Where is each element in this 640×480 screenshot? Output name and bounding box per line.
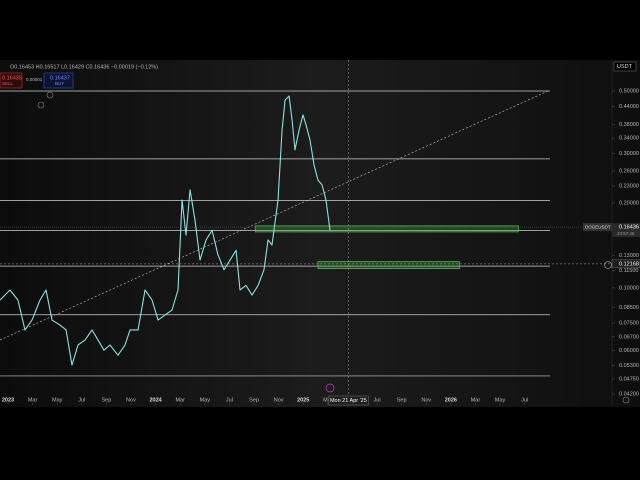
x-tick-label: 2023	[2, 397, 14, 403]
y-tick-label: 0.44000	[619, 104, 639, 110]
y-tick-label: 0.04750	[619, 376, 639, 382]
x-tick-label: Sep	[397, 397, 407, 403]
currency-box[interactable]	[613, 61, 637, 72]
x-tick-label: Mar	[28, 397, 38, 403]
y-tick-label: 0.13000	[619, 253, 639, 259]
y-tick-label: 0.23000	[619, 183, 639, 189]
x-tick-label: May	[52, 397, 63, 403]
currency: USDT	[617, 64, 633, 70]
y-tick-label: 0.34000	[619, 136, 639, 142]
y-tick-label: 0.20000	[619, 201, 639, 207]
y-tick-label: 0.10000	[619, 285, 639, 291]
trend-line	[0, 90, 549, 341]
buy-label: BUY	[55, 81, 64, 86]
x-tick-label: May	[495, 397, 506, 403]
x-tick-label: Mar	[471, 397, 481, 403]
crosshair-price-tag	[611, 259, 640, 269]
y-tick-label: 0.06000	[619, 348, 639, 354]
last-price: 0.16436	[619, 225, 639, 231]
icon[interactable]	[46, 91, 54, 99]
icon[interactable]	[37, 101, 45, 109]
spread: 0.00001	[26, 77, 43, 82]
y-tick-label: 0.50000	[619, 88, 639, 94]
crosshair-date: Mon 21 Apr '25	[330, 398, 367, 404]
x-tick-label: Sep	[102, 397, 112, 403]
plot	[0, 60, 612, 405]
x-tick-label: Mar	[323, 397, 333, 403]
x-tick-label: Nov	[421, 397, 431, 403]
chart-background	[0, 60, 640, 407]
y-tick-label: 0.38000	[619, 122, 639, 128]
x-tick-label: Nov	[274, 397, 284, 403]
x-tick-label: Jul	[521, 397, 528, 403]
price-tag	[612, 223, 640, 238]
y-tick-label: 0.11500	[619, 268, 638, 274]
y-tick-label: 0.08500	[619, 305, 639, 311]
x-tick-label: Jul	[226, 397, 233, 403]
x-tick-label: 2025	[297, 397, 309, 403]
sell-label: SELL	[2, 81, 14, 86]
x-tick-label: Jul	[78, 397, 85, 403]
x-tick-label: Mar	[175, 397, 185, 403]
sell-price: 0.16435	[2, 75, 22, 81]
event-icon[interactable]	[325, 383, 335, 393]
zone	[317, 261, 460, 270]
x-tick-label: 2026	[445, 397, 457, 403]
zone	[254, 225, 519, 233]
y-tick-label: 0.07500	[619, 321, 639, 327]
y-tick-label: 0.30000	[619, 151, 639, 157]
crosshair-date-tag	[328, 395, 369, 406]
settings-icon[interactable]	[622, 396, 630, 404]
y-tick-label: 0.04200	[619, 391, 639, 397]
crosshair-price: 0.12168	[619, 261, 639, 267]
y-tick-label: 0.26000	[619, 168, 639, 174]
x-tick-label: Jul	[374, 397, 381, 403]
buy-button[interactable]	[43, 72, 74, 89]
y-tick-label: 0.06700	[619, 334, 639, 340]
x-tick-label: May	[200, 397, 211, 403]
x-tick-label: Sep	[249, 397, 259, 403]
x-tick-label: Nov	[126, 397, 136, 403]
y-tick-label: 0.05300	[619, 363, 639, 369]
countdown: 23:57:46	[617, 231, 635, 236]
sell-button[interactable]	[0, 72, 23, 89]
x-tick-label: 2024	[149, 397, 162, 403]
crosshair-add[interactable]	[604, 261, 612, 269]
price-line	[0, 95, 331, 366]
buy-price: 0.16437	[50, 75, 70, 81]
symbol-label: DOGEUSDT	[585, 224, 611, 229]
ohlc: O0.16453 H0.16517 L0.16429 C0.16436 −0.0…	[10, 64, 158, 70]
symbol-tag	[583, 223, 612, 232]
